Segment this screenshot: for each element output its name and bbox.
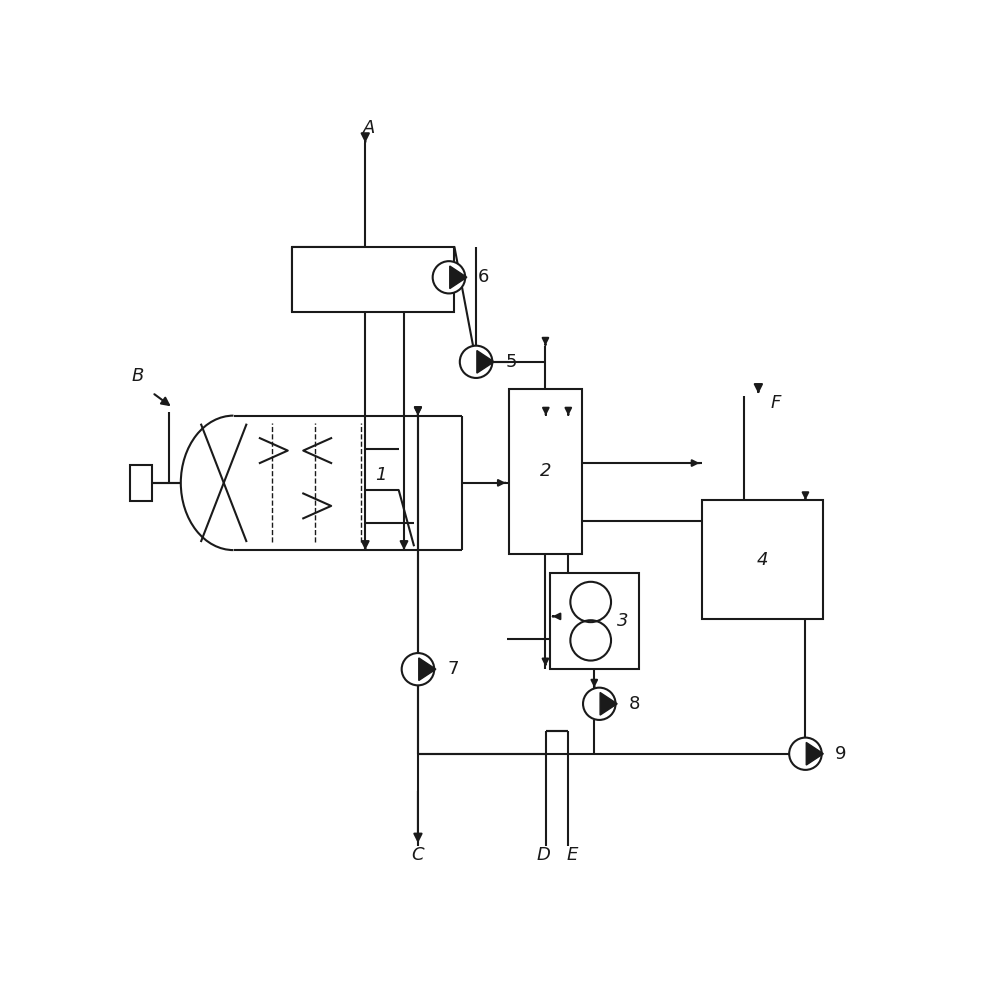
Bar: [550, 573, 639, 670]
Text: C: C: [412, 845, 424, 863]
Text: 5: 5: [505, 353, 517, 371]
Text: F: F: [770, 394, 781, 412]
Bar: [292, 247, 454, 312]
Polygon shape: [806, 743, 823, 765]
Circle shape: [460, 345, 492, 378]
Text: 6: 6: [478, 268, 490, 286]
Text: E: E: [566, 845, 578, 863]
Polygon shape: [450, 266, 467, 288]
Text: 7: 7: [447, 661, 459, 679]
Bar: [702, 500, 822, 619]
Text: B: B: [132, 367, 144, 385]
Text: D: D: [537, 845, 550, 863]
Polygon shape: [477, 350, 494, 373]
Circle shape: [789, 738, 822, 769]
Bar: [130, 465, 152, 501]
Circle shape: [583, 688, 616, 720]
Text: 3: 3: [617, 612, 629, 630]
Text: 1: 1: [375, 466, 386, 484]
Text: 2: 2: [540, 462, 551, 480]
Circle shape: [433, 261, 465, 293]
Polygon shape: [600, 693, 617, 716]
Text: 4: 4: [757, 551, 768, 569]
Circle shape: [402, 653, 434, 686]
Text: 8: 8: [629, 695, 640, 713]
Text: 9: 9: [835, 745, 846, 762]
Bar: [509, 389, 582, 554]
Polygon shape: [419, 658, 436, 681]
Text: A: A: [363, 119, 375, 137]
